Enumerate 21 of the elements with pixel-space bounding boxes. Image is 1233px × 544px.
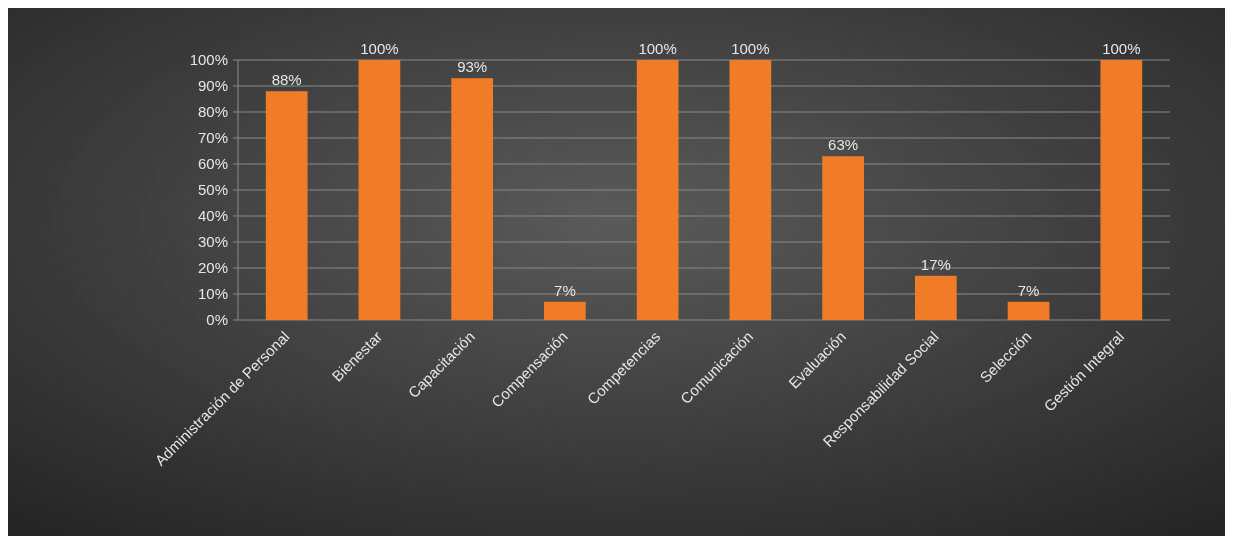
y-tick-label: 80%	[197, 103, 228, 121]
y-tick-label: 20%	[197, 259, 228, 277]
data-label: 100%	[638, 40, 677, 57]
data-label: 93%	[457, 58, 488, 76]
data-label: 17%	[920, 255, 951, 273]
y-tick-label: 90%	[197, 77, 228, 95]
data-label: 7%	[554, 281, 576, 299]
y-tick-label: 50%	[197, 181, 228, 199]
data-label: 100%	[1102, 40, 1141, 57]
data-label: 7%	[1017, 281, 1040, 299]
data-label: 100%	[731, 40, 770, 57]
data-label: 88%	[271, 71, 302, 89]
y-tick-label: 100%	[189, 51, 228, 69]
y-tick-label: 60%	[197, 155, 228, 173]
y-tick-label: 40%	[197, 207, 228, 225]
y-tick-label: 0%	[206, 311, 228, 329]
y-tick-label: 10%	[197, 285, 228, 303]
y-tick-label: 70%	[197, 129, 228, 147]
data-label: 63%	[828, 136, 859, 154]
data-label: 100%	[360, 40, 399, 57]
y-tick-label: 30%	[197, 233, 228, 251]
